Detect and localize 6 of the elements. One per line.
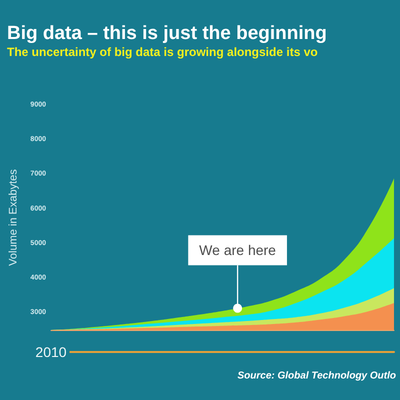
source-note: Source: Global Technology Outlo bbox=[237, 370, 396, 382]
annotation: We are here bbox=[199, 242, 276, 258]
y-axis-title: Volume in Exabytes bbox=[8, 168, 20, 266]
x-tick-label: 2010 bbox=[35, 344, 67, 360]
chart-subtitle: The uncertainty of big data is growing alongside its vo bbox=[7, 45, 318, 59]
chart-title: Big data – this is just the beginning bbox=[7, 23, 327, 44]
